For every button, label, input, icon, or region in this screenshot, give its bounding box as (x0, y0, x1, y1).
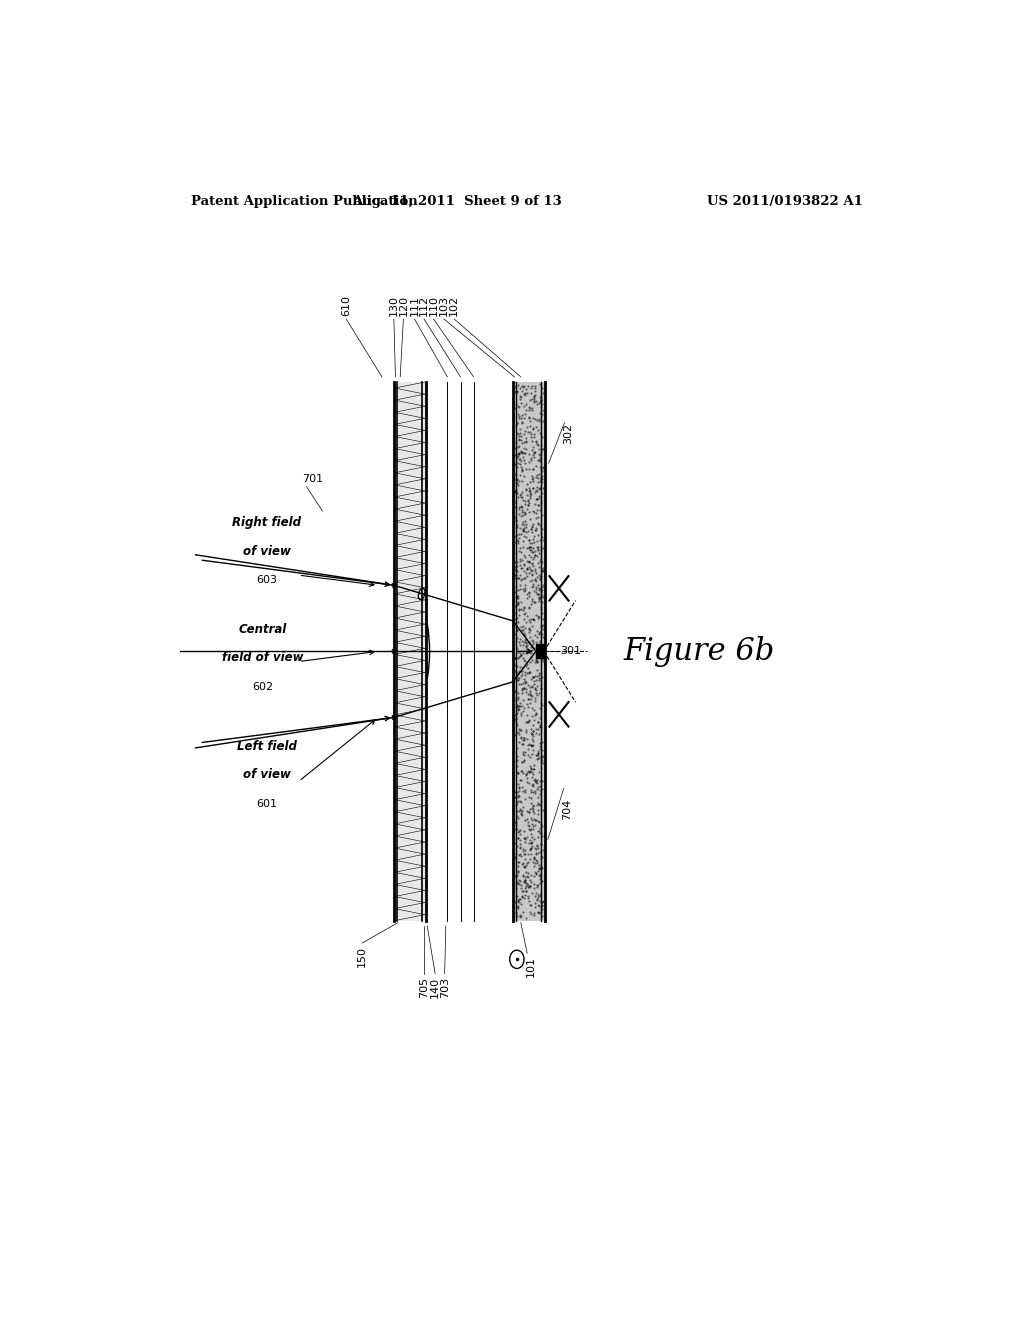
Text: Central: Central (239, 623, 287, 636)
Text: 603: 603 (256, 576, 278, 585)
Text: 120: 120 (398, 294, 409, 315)
Text: Aug. 11, 2011  Sheet 9 of 13: Aug. 11, 2011 Sheet 9 of 13 (352, 194, 562, 207)
Bar (513, 381, 545, 921)
Text: 705: 705 (419, 977, 429, 998)
Text: 302: 302 (563, 422, 573, 444)
Text: 130: 130 (389, 294, 399, 315)
Text: 610: 610 (341, 294, 351, 315)
Bar (536, 644, 544, 659)
Text: 111: 111 (410, 294, 420, 315)
Text: 103: 103 (439, 294, 449, 315)
Text: 140: 140 (430, 977, 440, 998)
Text: 701: 701 (303, 474, 324, 483)
Text: 601: 601 (256, 799, 278, 809)
Text: Right field: Right field (232, 516, 301, 529)
Text: 301: 301 (560, 647, 581, 656)
Text: 602: 602 (252, 682, 273, 692)
Text: $\theta$: $\theta$ (416, 587, 427, 603)
Text: of view: of view (243, 545, 291, 557)
Text: Figure 6b: Figure 6b (624, 636, 775, 667)
Text: Patent Application Publication: Patent Application Publication (191, 194, 418, 207)
Text: 704: 704 (562, 799, 571, 820)
Text: 150: 150 (357, 946, 368, 968)
Text: of view: of view (243, 768, 291, 781)
Text: 101: 101 (525, 956, 536, 977)
Text: 102: 102 (450, 294, 459, 315)
Text: 112: 112 (419, 294, 429, 315)
Text: 703: 703 (439, 977, 450, 998)
Text: US 2011/0193822 A1: US 2011/0193822 A1 (708, 194, 863, 207)
Text: 110: 110 (428, 294, 438, 315)
Bar (394, 381, 426, 921)
Text: field of view: field of view (222, 651, 304, 664)
Text: Left field: Left field (237, 741, 297, 752)
